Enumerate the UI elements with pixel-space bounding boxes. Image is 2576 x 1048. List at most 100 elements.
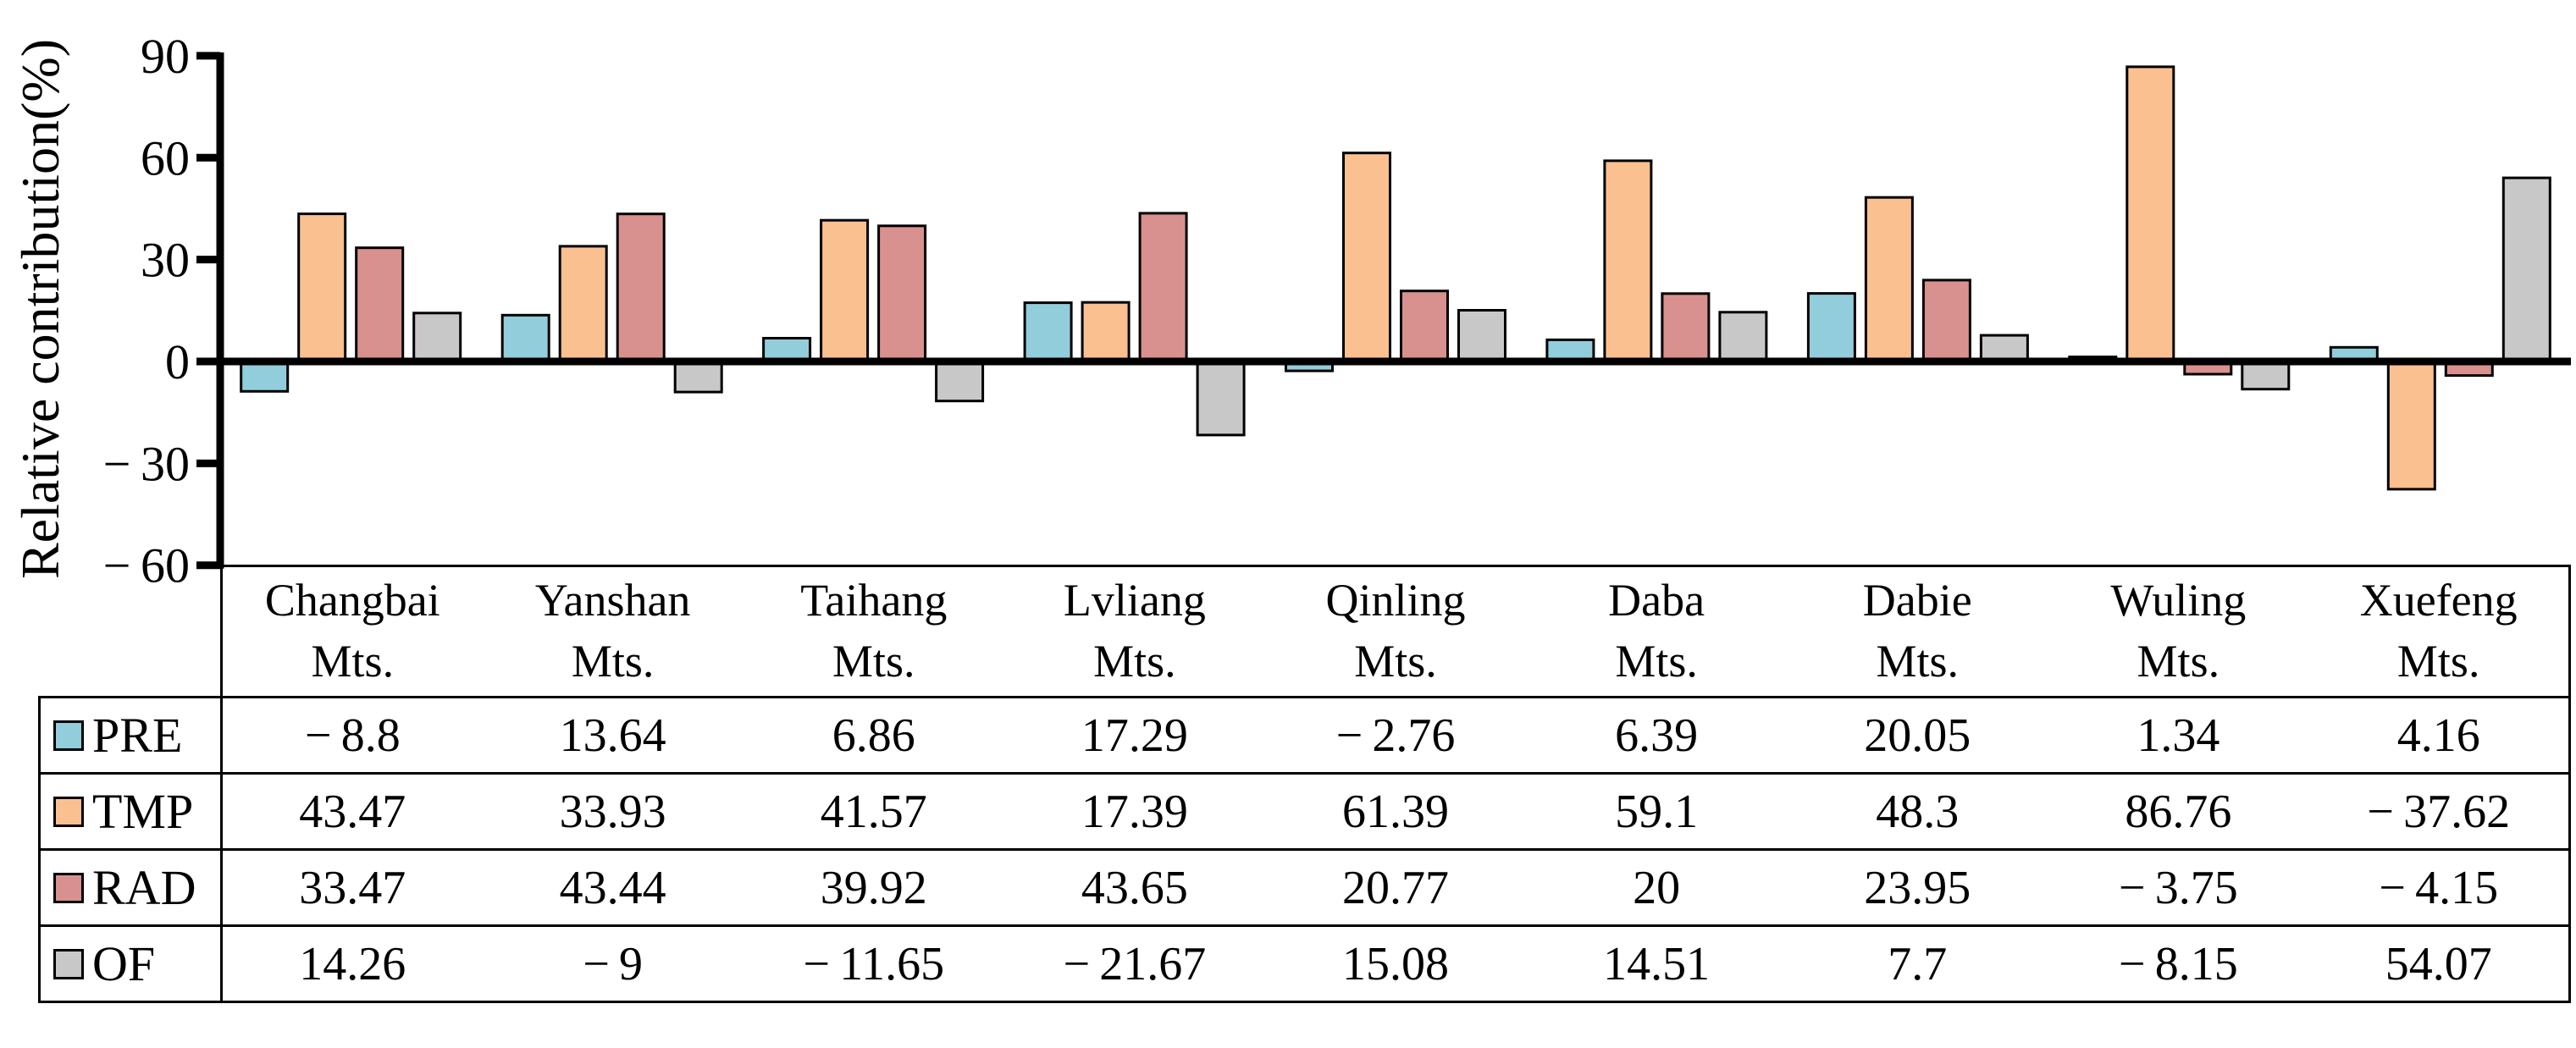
table-header-row: Changbai Mts. Yanshan Mts. Taihang Mts. Lvlian… xyxy=(40,565,2572,698)
bar-PRE-Lvliang xyxy=(1023,301,1073,363)
cell-PRE-Daba: 6.39 xyxy=(1526,696,1788,774)
bar-OF-Dabie xyxy=(1979,334,2029,363)
cell-OF-Changbai: 14.26 xyxy=(219,924,483,1003)
column-header-Daba: Daba Mts. xyxy=(1526,565,1788,698)
column-header-suffix: Mts. xyxy=(832,636,915,687)
cell-TMP-Taihang: 41.57 xyxy=(743,772,1004,850)
table-row-OF: OF 14.26− 9− 11.65− 21.67 15.08 14.51 7.7− 8… xyxy=(38,924,2572,1003)
row-label-TMP: TMP xyxy=(38,772,222,850)
bar-TMP-Qinling xyxy=(1342,152,1391,363)
column-header-name: Qinling xyxy=(1325,575,1466,626)
cell-OF-Lvliang: − 21.67 xyxy=(1003,924,1265,1003)
column-header-name: Changbai xyxy=(264,575,440,626)
column-header-name: Daba xyxy=(1608,575,1705,626)
cell-RAD-Wuling: − 3.75 xyxy=(2048,848,2309,926)
column-header-suffix: Mts. xyxy=(1615,636,1698,687)
column-header-Xuefeng: Xuefeng Mts. xyxy=(2308,565,2572,698)
row-label-inner: PRE xyxy=(42,707,221,764)
column-header-name: Dabie xyxy=(1862,575,1972,626)
cell-OF-Yanshan: − 9 xyxy=(482,924,744,1003)
column-header-suffix: Mts. xyxy=(2396,636,2480,687)
column-header-suffix: Mts. xyxy=(1876,636,1959,687)
column-header-name: Yanshan xyxy=(534,575,691,626)
column-header-Taihang: Taihang Mts. xyxy=(743,565,1004,698)
column-header-Yanshan: Yanshan Mts. xyxy=(482,565,744,698)
cell-RAD-Yanshan: 43.44 xyxy=(482,848,744,926)
cell-OF-Daba: 14.51 xyxy=(1526,924,1788,1003)
cell-TMP-Lvliang: 17.39 xyxy=(1003,772,1265,850)
bar-OF-Daba xyxy=(1718,311,1768,363)
column-header-suffix: Mts. xyxy=(2137,636,2220,687)
cell-TMP-Xuefeng: − 37.62 xyxy=(2308,772,2572,850)
cell-TMP-Wuling: 86.76 xyxy=(2048,772,2309,850)
bar-OF-Changbai xyxy=(412,312,462,363)
column-header-name: Wuling xyxy=(2110,575,2247,626)
y-tick-label-0: 0 xyxy=(165,334,190,389)
bar-OF-Wuling xyxy=(2241,360,2291,391)
bar-OF-Taihang xyxy=(935,360,985,403)
legend-swatch-tmp xyxy=(53,796,84,827)
cell-PRE-Qinling: − 2.76 xyxy=(1264,696,1527,774)
bar-OF-Xuefeng xyxy=(2501,176,2551,363)
y-tick-label-30: 30 xyxy=(141,233,190,288)
cell-PRE-Wuling: 1.34 xyxy=(2048,696,2309,774)
bar-RAD-Qinling xyxy=(1400,290,1449,363)
cell-TMP-Dabie: 48.3 xyxy=(1787,772,2048,850)
table-corner-cell xyxy=(40,566,222,698)
cell-PRE-Xuefeng: 4.16 xyxy=(2308,696,2572,774)
cell-RAD-Changbai: 33.47 xyxy=(219,848,483,926)
bar-RAD-Lvliang xyxy=(1138,212,1188,363)
cell-TMP-Daba: 59.1 xyxy=(1526,772,1788,850)
cell-OF-Xuefeng: 54.07 xyxy=(2308,924,2572,1003)
row-label-PRE: PRE xyxy=(38,696,222,774)
bar-PRE-Dabie xyxy=(1806,292,1856,363)
series-name-label: OF xyxy=(92,936,156,991)
cell-OF-Dabie: 7.7 xyxy=(1787,924,2048,1003)
series-name-label: RAD xyxy=(92,860,196,915)
series-name-label: PRE xyxy=(92,708,183,763)
series-name-label: TMP xyxy=(92,784,194,839)
cell-RAD-Qinling: 20.77 xyxy=(1264,848,1527,926)
bar-RAD-Taihang xyxy=(877,224,927,363)
column-header-suffix: Mts. xyxy=(311,636,395,687)
bar-RAD-Daba xyxy=(1661,292,1711,363)
cell-OF-Wuling: − 8.15 xyxy=(2048,924,2309,1003)
row-label-inner: TMP xyxy=(42,783,221,840)
bar-RAD-Yanshan xyxy=(616,212,666,363)
cell-TMP-Changbai: 43.47 xyxy=(219,772,483,850)
bar-TMP-Changbai xyxy=(297,212,347,363)
cell-RAD-Dabie: 23.95 xyxy=(1787,848,2048,926)
row-label-RAD: RAD xyxy=(38,848,222,926)
legend-swatch-pre xyxy=(53,720,84,751)
cell-RAD-Daba: 20 xyxy=(1526,848,1788,926)
table-row-TMP: TMP 43.47 33.93 41.57 17.39 61.39 59.1 48.3 86.7… xyxy=(38,772,2572,850)
cell-OF-Qinling: 15.08 xyxy=(1264,924,1527,1003)
column-header-suffix: Mts. xyxy=(571,636,655,687)
column-header-Wuling: Wuling Mts. xyxy=(2048,565,2309,698)
y-axis-title-wrap: Relative contribution(%) xyxy=(0,0,81,618)
y-tick-label--60: − 60 xyxy=(103,538,190,593)
cell-PRE-Lvliang: 17.29 xyxy=(1003,696,1265,774)
bar-RAD-Changbai xyxy=(355,246,405,363)
cell-PRE-Taihang: 6.86 xyxy=(743,696,1004,774)
y-tick-label-60: 60 xyxy=(141,130,190,185)
bar-OF-Qinling xyxy=(1457,309,1506,363)
column-header-name: Xuefeng xyxy=(2359,575,2518,626)
cell-TMP-Qinling: 61.39 xyxy=(1264,772,1527,850)
column-header-Changbai: Changbai Mts. xyxy=(219,565,483,698)
column-header-name: Lvliang xyxy=(1063,575,1206,626)
y-tick-label-90: 90 xyxy=(141,29,190,84)
column-header-Qinling: Qinling Mts. xyxy=(1264,565,1527,698)
cell-PRE-Yanshan: 13.64 xyxy=(482,696,744,774)
cell-RAD-Taihang: 39.92 xyxy=(743,848,1004,926)
cell-PRE-Dabie: 20.05 xyxy=(1787,696,2048,774)
table-row-PRE: PRE − 8.8 13.64 6.86 17.29− 2.76 6.39 20.05 1.3… xyxy=(38,696,2572,774)
column-header-Dabie: Dabie Mts. xyxy=(1787,565,2048,698)
bar-TMP-Dabie xyxy=(1864,196,1914,363)
cell-RAD-Lvliang: 43.65 xyxy=(1003,848,1265,926)
cell-RAD-Xuefeng: − 4.15 xyxy=(2308,848,2572,926)
bar-RAD-Dabie xyxy=(1921,279,1971,363)
legend-swatch-of xyxy=(53,948,84,979)
bar-PRE-Yanshan xyxy=(500,313,550,363)
